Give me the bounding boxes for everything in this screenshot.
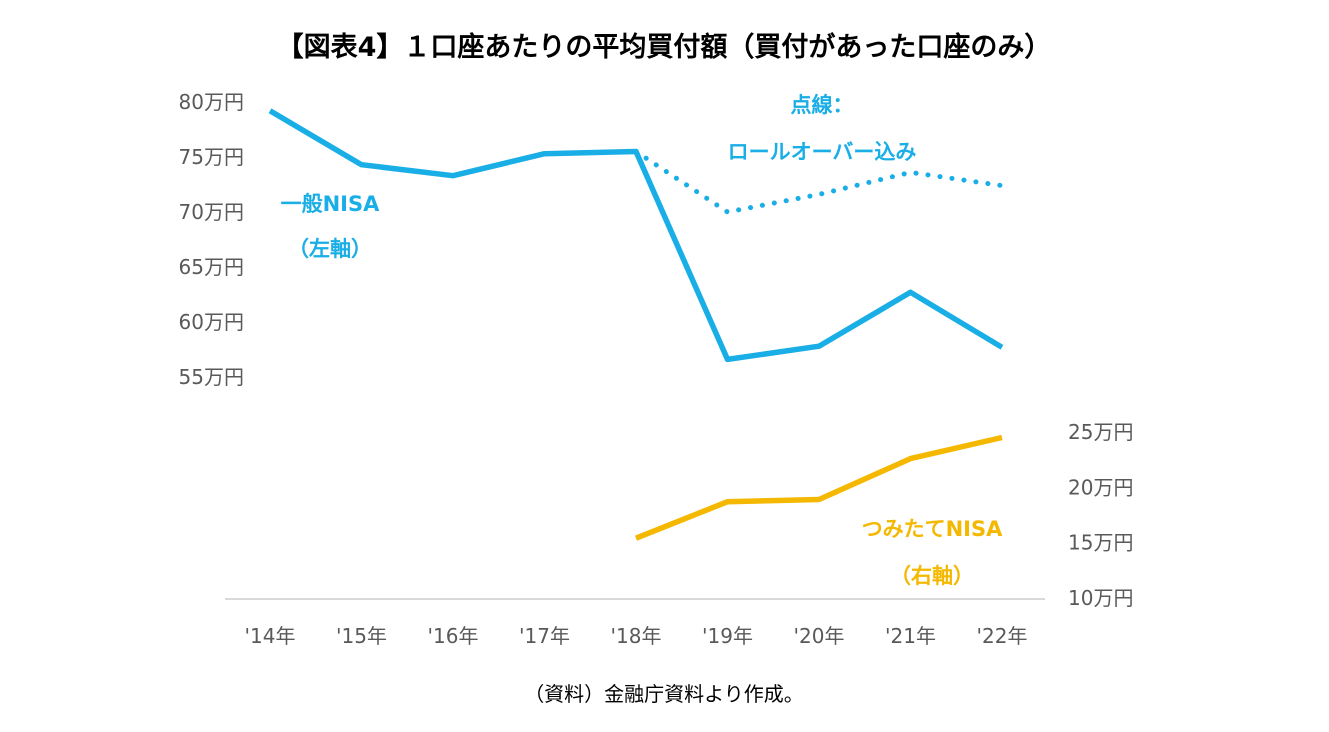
x-tick-label: '16年 xyxy=(428,624,479,648)
series-line-2 xyxy=(634,434,1003,541)
left-tick-label: 80万円 xyxy=(179,90,244,114)
series-lines xyxy=(268,108,1005,541)
right-axis-ticks: 25万円 20万円 15万円 10万円 xyxy=(1068,420,1133,610)
left-tick-label: 70万円 xyxy=(179,200,244,224)
source-note: （資料）金融庁資料より作成。 xyxy=(524,682,804,706)
x-tick-label: '18年 xyxy=(611,624,662,648)
series-label-dotted-line2: ロールオーバー込み xyxy=(728,140,917,164)
right-tick-label: 15万円 xyxy=(1068,531,1133,555)
series-label-dotted: 点線： ロールオーバー込み xyxy=(728,93,917,164)
x-tick-label: '17年 xyxy=(519,624,570,648)
right-tick-label: 10万円 xyxy=(1068,586,1133,610)
series-label-general-line2: （左軸） xyxy=(288,237,372,261)
left-axis-ticks: 80万円 75万円 70万円 65万円 60万円 55万円 xyxy=(179,90,244,389)
x-tick-label: '19年 xyxy=(702,624,753,648)
series-label-general-line1: 一般NISA xyxy=(281,192,381,216)
right-tick-label: 25万円 xyxy=(1068,420,1133,444)
series-label-tsumitate-line2: （右軸） xyxy=(890,564,974,588)
left-tick-label: 55万円 xyxy=(179,365,244,389)
series-label-general: 一般NISA （左軸） xyxy=(281,192,381,261)
series-line-1 xyxy=(633,149,1005,215)
left-tick-label: 60万円 xyxy=(179,310,244,334)
chart-title: 【図表4】１口座あたりの平均買付額（買付があった口座のみ） xyxy=(277,31,1052,63)
series-label-dotted-line1: 点線： xyxy=(791,93,854,117)
left-tick-label: 75万円 xyxy=(179,145,244,169)
x-tick-label: '14年 xyxy=(245,624,296,648)
x-tick-label: '15年 xyxy=(336,624,387,648)
x-tick-label: '20年 xyxy=(794,624,845,648)
right-tick-label: 20万円 xyxy=(1068,475,1133,499)
series-label-tsumitate: つみたてNISA （右軸） xyxy=(862,517,1004,588)
x-tick-label: '21年 xyxy=(885,624,936,648)
x-axis-ticks: '14年 '15年 '16年 '17年 '18年 '19年 '20年 '21年 '22年 xyxy=(245,624,1028,648)
x-tick-label: '22年 xyxy=(977,624,1028,648)
series-label-tsumitate-line1: つみたてNISA xyxy=(862,517,1004,541)
left-tick-label: 65万円 xyxy=(179,255,244,279)
